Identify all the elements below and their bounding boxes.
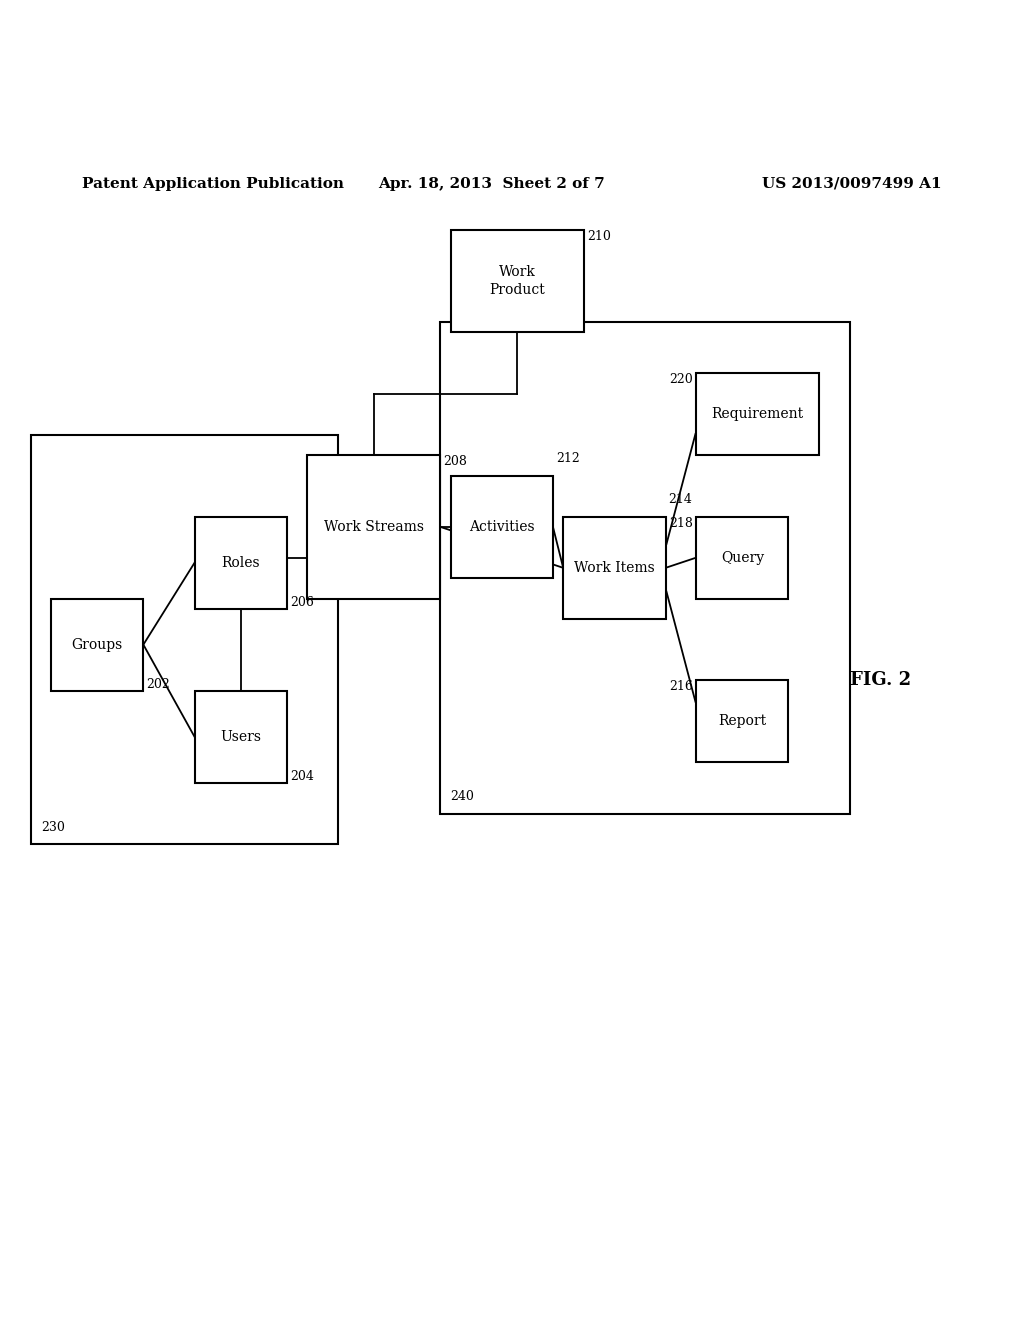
Text: Roles: Roles (221, 556, 260, 570)
Text: Apr. 18, 2013  Sheet 2 of 7: Apr. 18, 2013 Sheet 2 of 7 (378, 177, 605, 191)
Text: 210: 210 (587, 230, 610, 243)
Text: Groups: Groups (72, 638, 123, 652)
FancyBboxPatch shape (451, 475, 553, 578)
FancyBboxPatch shape (563, 516, 666, 619)
FancyBboxPatch shape (307, 455, 440, 598)
Text: 220: 220 (670, 374, 693, 387)
Text: Users: Users (220, 730, 261, 743)
FancyBboxPatch shape (195, 516, 287, 609)
FancyBboxPatch shape (51, 598, 143, 690)
Text: Work
Product: Work Product (489, 265, 545, 297)
Text: 214: 214 (669, 494, 692, 507)
Text: Patent Application Publication: Patent Application Publication (82, 177, 344, 191)
Text: FIG. 2: FIG. 2 (850, 672, 911, 689)
Text: Work Items: Work Items (574, 561, 654, 574)
Text: 216: 216 (670, 681, 693, 693)
Text: Report: Report (719, 714, 766, 729)
Text: 218: 218 (670, 516, 693, 529)
Text: 204: 204 (290, 770, 313, 783)
Text: Activities: Activities (469, 520, 535, 533)
Text: 202: 202 (146, 677, 170, 690)
FancyBboxPatch shape (696, 516, 788, 598)
FancyBboxPatch shape (31, 434, 338, 845)
FancyBboxPatch shape (440, 322, 850, 813)
Text: Query: Query (721, 550, 764, 565)
Text: 206: 206 (290, 595, 313, 609)
Text: 212: 212 (556, 453, 580, 466)
Text: US 2013/0097499 A1: US 2013/0097499 A1 (763, 177, 942, 191)
Text: 230: 230 (41, 821, 65, 834)
FancyBboxPatch shape (451, 230, 584, 333)
Text: 208: 208 (443, 455, 467, 469)
FancyBboxPatch shape (696, 374, 819, 455)
FancyBboxPatch shape (195, 690, 287, 783)
Text: 240: 240 (451, 791, 474, 804)
FancyBboxPatch shape (696, 681, 788, 763)
Text: Requirement: Requirement (712, 408, 804, 421)
Text: Work Streams: Work Streams (324, 520, 424, 533)
